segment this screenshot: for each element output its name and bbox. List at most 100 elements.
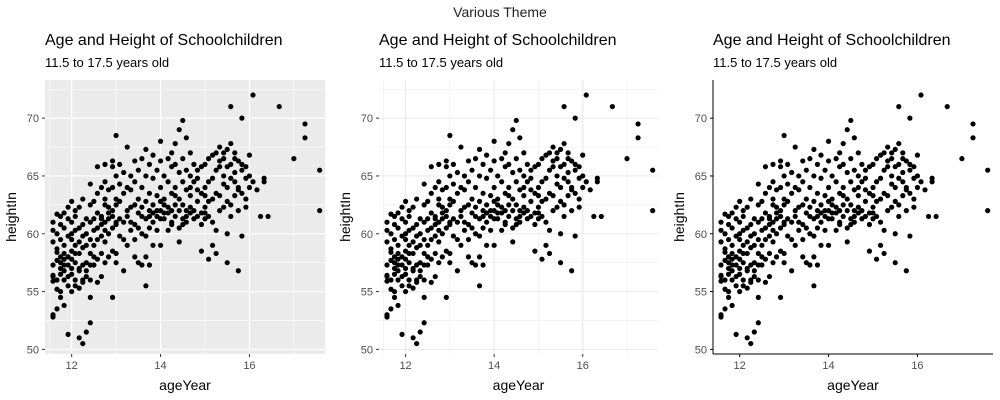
data-point xyxy=(773,187,780,193)
data-point xyxy=(733,331,739,337)
data-point xyxy=(889,156,895,162)
data-point xyxy=(205,198,212,204)
data-point xyxy=(135,225,141,231)
data-point xyxy=(725,271,732,277)
data-point xyxy=(807,184,813,191)
data-point xyxy=(395,262,401,268)
data-point xyxy=(825,138,832,144)
data-point xyxy=(302,135,308,141)
data-point xyxy=(410,204,416,210)
data-point xyxy=(580,184,586,191)
data-point xyxy=(848,202,854,208)
data-point xyxy=(417,329,423,335)
data-point xyxy=(900,150,906,156)
data-point xyxy=(889,181,895,187)
data-point xyxy=(870,184,876,191)
data-point xyxy=(737,231,743,237)
data-point xyxy=(80,340,86,347)
scatter-points xyxy=(718,92,991,347)
data-point xyxy=(502,208,508,214)
data-point xyxy=(469,225,475,231)
data-point xyxy=(785,161,791,167)
data-point xyxy=(859,161,865,167)
data-point xyxy=(436,179,442,185)
data-point xyxy=(800,254,806,260)
data-point xyxy=(737,265,743,272)
data-point xyxy=(499,204,505,210)
data-point xyxy=(428,236,434,243)
data-point xyxy=(239,161,245,167)
chart-subtitle: 11.5 to 17.5 years old xyxy=(379,55,503,70)
data-point xyxy=(480,161,486,167)
data-point xyxy=(246,184,253,191)
data-point xyxy=(205,179,212,185)
data-point xyxy=(443,294,449,300)
data-point xyxy=(450,233,456,239)
data-point xyxy=(121,219,127,225)
data-point xyxy=(165,227,171,233)
data-point xyxy=(740,242,746,248)
data-point xyxy=(69,198,75,204)
data-point xyxy=(232,179,238,185)
data-point xyxy=(881,250,887,257)
data-point xyxy=(855,184,861,191)
data-point xyxy=(384,272,390,278)
data-point xyxy=(83,260,89,266)
data-point xyxy=(117,181,123,187)
data-point xyxy=(807,262,813,268)
data-point xyxy=(900,193,906,199)
data-point xyxy=(117,161,123,167)
data-point xyxy=(98,184,105,191)
data-point xyxy=(565,179,571,185)
data-point xyxy=(561,103,567,110)
data-point xyxy=(524,161,530,167)
data-point xyxy=(903,208,909,214)
data-point xyxy=(866,210,873,216)
y-tick-label: 70 xyxy=(695,113,707,125)
data-point xyxy=(61,242,67,248)
data-point xyxy=(870,193,876,199)
data-point xyxy=(61,225,67,231)
data-point xyxy=(759,216,765,222)
data-point xyxy=(521,184,527,191)
data-point xyxy=(224,184,230,191)
data-point xyxy=(439,210,445,216)
data-point xyxy=(766,273,773,280)
x-axis-title: ageYear xyxy=(493,377,545,393)
data-point xyxy=(406,283,412,289)
data-point xyxy=(506,202,512,208)
data-point xyxy=(785,198,791,204)
data-point xyxy=(833,156,839,162)
data-point xyxy=(755,320,761,326)
data-point xyxy=(187,150,193,156)
data-point xyxy=(443,225,449,231)
data-point xyxy=(98,273,105,280)
data-point xyxy=(550,208,556,214)
data-point xyxy=(513,179,519,185)
x-axis-title: ageYear xyxy=(827,377,879,393)
data-point xyxy=(814,225,821,231)
data-point xyxy=(161,202,167,208)
data-point xyxy=(744,204,750,210)
data-point xyxy=(202,204,208,210)
data-point xyxy=(829,202,835,208)
data-point xyxy=(572,115,578,121)
data-point xyxy=(443,208,449,214)
data-point xyxy=(228,202,234,208)
data-point xyxy=(848,156,854,162)
data-point xyxy=(755,219,761,225)
data-point xyxy=(762,210,769,216)
data-point xyxy=(561,202,567,208)
data-point xyxy=(187,204,193,210)
data-point xyxy=(833,227,839,233)
data-point xyxy=(532,248,538,254)
data-point xyxy=(770,227,776,233)
data-point xyxy=(439,204,445,210)
data-point xyxy=(198,248,205,254)
data-point xyxy=(472,184,479,191)
data-point xyxy=(443,158,449,164)
data-point xyxy=(91,216,97,222)
data-point xyxy=(811,233,817,239)
data-point xyxy=(98,250,105,257)
data-point xyxy=(495,173,501,179)
